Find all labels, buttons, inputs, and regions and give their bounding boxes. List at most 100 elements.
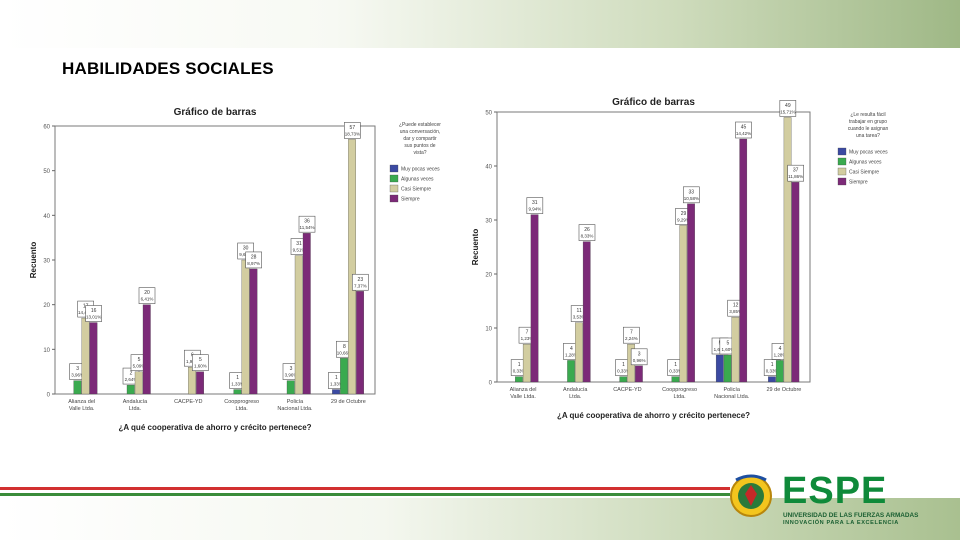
data-label-count: 7 <box>526 330 529 336</box>
data-label-count: 37 <box>793 168 799 174</box>
bar <box>81 317 90 395</box>
legend-title: sus puntos de <box>404 143 435 149</box>
data-label-count: 5 <box>138 357 141 363</box>
data-label-box <box>138 287 156 304</box>
data-label-box <box>192 354 209 371</box>
data-label-count: 4 <box>570 346 573 352</box>
bar <box>302 233 311 395</box>
legend-label: Muy pocas veces <box>849 150 888 156</box>
bar <box>294 255 303 395</box>
slide-title: HABILIDADES SOCIALES <box>62 59 274 78</box>
data-label-percent: 1,60% <box>194 364 207 369</box>
x-tick-label: Valle Ltda. <box>510 394 536 400</box>
data-label-count: 11 <box>577 308 582 314</box>
y-tick-label: 0 <box>489 381 493 387</box>
x-tick-label: 29 de Octubre <box>766 387 801 393</box>
bar <box>188 367 196 395</box>
data-label-percent: 0,96% <box>633 358 646 363</box>
data-label-box <box>352 273 369 291</box>
x-tick-label: Policía <box>287 399 304 405</box>
bar <box>340 358 348 395</box>
data-label-count: 1 <box>518 362 521 368</box>
data-label-percent: 9,51% <box>293 248 306 253</box>
data-label-percent: 1,33% <box>330 382 343 387</box>
x-tick-label: Coopprogreso <box>224 399 259 405</box>
legend-title: dar y compartir <box>403 136 437 142</box>
legend-label: Algunas veces <box>849 160 882 166</box>
chart-title: Gráfico de barras <box>174 107 257 118</box>
data-label-count: 30 <box>243 246 249 252</box>
data-label-count: 57 <box>350 125 356 131</box>
bar <box>791 182 800 383</box>
y-tick-label: 30 <box>43 259 50 265</box>
data-label-count: 36 <box>304 219 310 225</box>
bar <box>348 139 356 395</box>
legend-title: una tarea? <box>856 133 880 139</box>
bar <box>567 360 575 383</box>
data-label-box <box>787 164 804 182</box>
bar <box>768 376 776 383</box>
x-tick-label: Andalucía <box>123 399 148 405</box>
legend-swatch <box>389 174 399 183</box>
bar <box>575 322 583 383</box>
data-label-box <box>623 326 640 344</box>
data-label-percent: 0,33% <box>766 369 779 374</box>
legend-title: ¿Puede establecer <box>399 122 441 128</box>
bar <box>530 214 539 383</box>
legend-swatch <box>389 164 399 173</box>
bar <box>515 376 523 383</box>
data-label-box <box>85 305 102 322</box>
data-label-box <box>298 215 316 233</box>
data-label-count: 23 <box>358 277 364 283</box>
legend-swatch <box>837 167 847 176</box>
data-label-percent: 8,97% <box>247 261 260 266</box>
data-label-percent: 3,53% <box>573 315 586 320</box>
bar <box>332 389 340 395</box>
logo-wordmark: ESPE <box>782 470 888 512</box>
data-label-box <box>245 251 262 269</box>
data-label-count: 31 <box>532 200 538 206</box>
chart-svg-1: Gráfico de barras0102030405060Recuento33… <box>29 107 441 432</box>
x-tick-label: Coopprogreso <box>662 387 697 393</box>
y-tick-label: 60 <box>43 125 50 131</box>
data-label-box <box>344 122 361 139</box>
y-tick-label: 50 <box>485 111 492 117</box>
data-label-count: 29 <box>681 211 687 217</box>
data-label-percent: 14,42% <box>736 131 751 136</box>
bar <box>196 371 204 395</box>
chart-title: Gráfico de barras <box>612 97 695 108</box>
x-tick-label: Ltda. <box>673 394 686 400</box>
bar <box>671 376 680 383</box>
bottom-gradient-band <box>0 498 960 540</box>
x-tick-label: Alianza del <box>68 399 95 405</box>
top-gradient-band <box>0 0 960 48</box>
legend-swatch <box>837 147 847 156</box>
data-label-percent: 8,33% <box>581 234 594 239</box>
bar <box>679 225 688 383</box>
data-label-percent: 1,23% <box>521 336 534 341</box>
legend-title: cuando le asignan <box>848 126 889 132</box>
bar <box>73 380 82 395</box>
data-label-count: 3 <box>638 351 641 357</box>
data-label-box <box>683 186 700 204</box>
plot-frame <box>496 111 811 383</box>
y-tick-label: 20 <box>43 303 50 309</box>
data-label-percent: 1,28% <box>565 352 578 357</box>
data-label-box <box>526 197 544 214</box>
data-label-percent: 9,94% <box>528 207 541 212</box>
data-label-percent: 18,73% <box>345 131 360 136</box>
x-tick-label: 29 de Octubre <box>331 399 366 405</box>
data-label-count: 4 <box>779 346 782 352</box>
bar <box>731 317 740 383</box>
bar <box>89 322 98 395</box>
x-tick-label: Nacional Ltda. <box>714 394 750 400</box>
legend-label: Muy pocas veces <box>401 167 440 173</box>
data-label-percent: 9,29% <box>677 217 690 222</box>
chart-svg-2: Gráfico de barras01020304050Recuento10,3… <box>471 97 889 420</box>
data-label-count: 31 <box>296 241 302 247</box>
data-label-percent: 7,37% <box>354 283 367 288</box>
data-label-percent: 0,33% <box>513 369 526 374</box>
data-label-count: 5 <box>199 357 202 363</box>
data-label-count: 1 <box>771 362 774 368</box>
x-axis-label: ¿A qué cooperativa de ahorro y crécito p… <box>118 423 311 432</box>
